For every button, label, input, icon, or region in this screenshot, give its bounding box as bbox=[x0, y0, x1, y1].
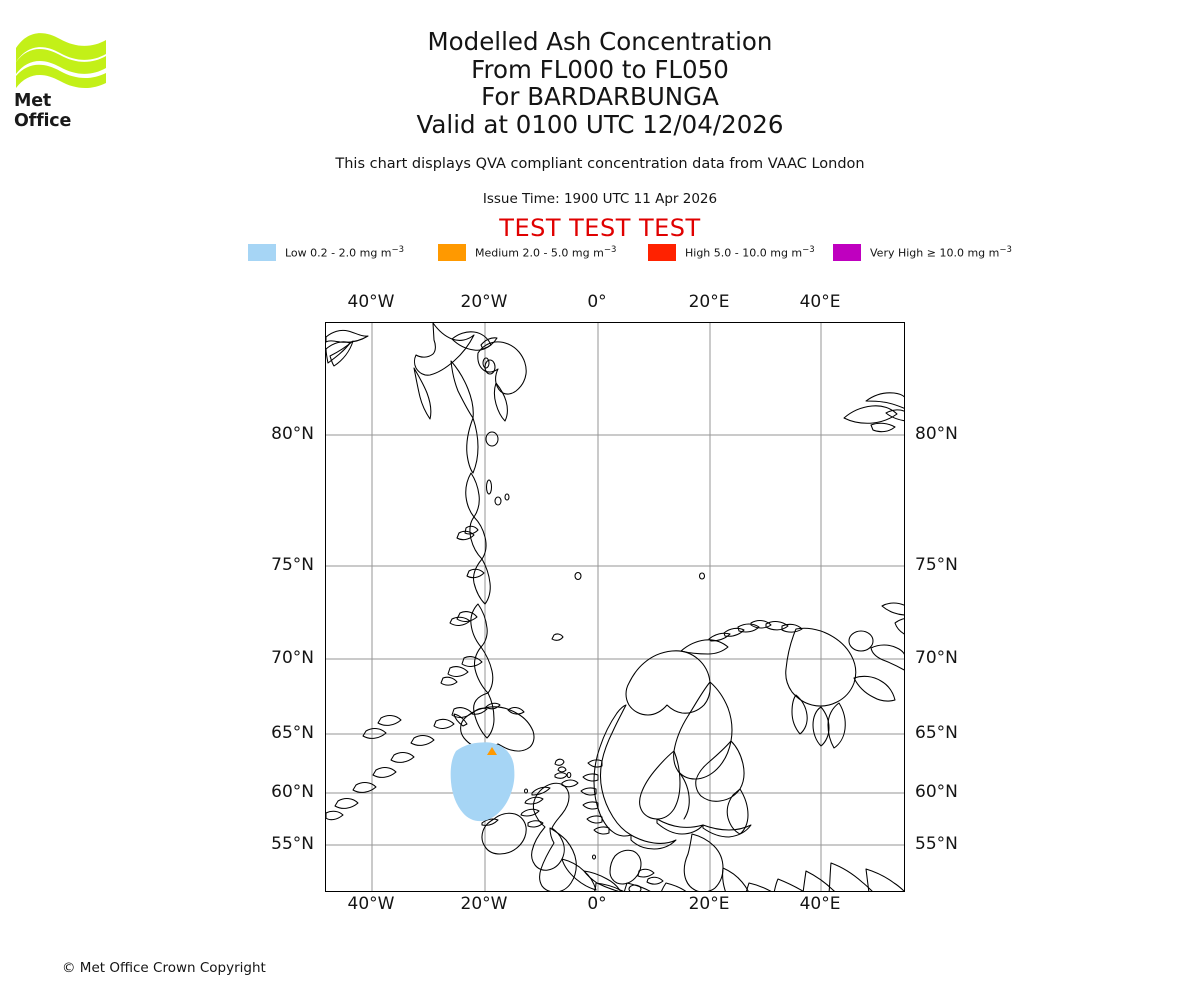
axis-label-latitude-1: 75°N bbox=[271, 555, 314, 575]
title-line-1: Modelled Ash Concentration bbox=[427, 27, 773, 56]
axis-label-latitude-4: 60°N bbox=[271, 782, 314, 802]
legend-label-1: Medium 2.0 - 5.0 mg m−3 bbox=[475, 244, 617, 260]
title-line-3: For BARDARBUNGA bbox=[481, 82, 719, 111]
axis-label-latitude-3: 65°N bbox=[271, 723, 314, 743]
axis-label-latitude-0: 80°N bbox=[915, 424, 958, 444]
legend-item-0: Low 0.2 - 2.0 mg m−3 bbox=[248, 241, 404, 263]
coastlines bbox=[326, 323, 904, 891]
legend-item-1: Medium 2.0 - 5.0 mg m−3 bbox=[438, 241, 616, 263]
axis-label-longitude-4: 40°E bbox=[799, 894, 841, 914]
title-line-4: Valid at 0100 UTC 12/04/2026 bbox=[416, 109, 784, 139]
axis-label-latitude-5: 55°N bbox=[915, 834, 958, 854]
axis-label-longitude-1: 20°W bbox=[460, 292, 508, 312]
legend-swatch-2 bbox=[648, 243, 676, 261]
axis-label-latitude-0: 80°N bbox=[271, 424, 314, 444]
legend-swatch-0 bbox=[248, 243, 276, 261]
axis-label-latitude-4: 60°N bbox=[915, 782, 958, 802]
met-office-logo: Met Office bbox=[14, 28, 114, 131]
axis-label-longitude-4: 40°E bbox=[799, 292, 841, 312]
copyright-notice: © Met Office Crown Copyright bbox=[62, 960, 266, 976]
concentration-legend: Low 0.2 - 2.0 mg m−3 Medium 2.0 - 5.0 mg … bbox=[248, 241, 1012, 263]
legend-label-2: High 5.0 - 10.0 mg m−3 bbox=[685, 244, 815, 260]
axis-label-latitude-3: 65°N bbox=[915, 723, 958, 743]
map-panel[interactable] bbox=[325, 322, 905, 892]
title-line-2: From FL000 to FL050 bbox=[471, 54, 729, 84]
axis-label-longitude-2: 0° bbox=[587, 894, 607, 914]
axis-label-longitude-3: 20°E bbox=[688, 292, 730, 312]
legend-label-3: Very High ≥ 10.0 mg m−3 bbox=[870, 244, 1012, 260]
legend-item-3: Very High ≥ 10.0 mg m−3 bbox=[833, 241, 1012, 263]
map-canvas bbox=[326, 323, 904, 891]
met-office-wave-mark bbox=[16, 33, 106, 89]
graticule-grid bbox=[326, 323, 904, 891]
ash-plume-low bbox=[450, 742, 515, 822]
axis-label-longitude-2: 0° bbox=[587, 292, 607, 312]
axis-label-longitude-0: 40°W bbox=[347, 292, 395, 312]
axis-label-longitude-1: 20°W bbox=[460, 894, 508, 914]
chart-subtitle: This chart displays QVA compliant concen… bbox=[335, 156, 865, 172]
axis-label-latitude-5: 55°N bbox=[271, 834, 314, 854]
axis-label-latitude-1: 75°N bbox=[915, 555, 958, 575]
volcano-marker-bardarbunga bbox=[487, 747, 497, 755]
axis-label-latitude-2: 70°N bbox=[271, 648, 314, 668]
axis-label-longitude-3: 20°E bbox=[688, 894, 730, 914]
issue-time: Issue Time: 1900 UTC 11 Apr 2026 bbox=[482, 191, 718, 207]
axis-label-longitude-0: 40°W bbox=[347, 894, 395, 914]
legend-item-2: High 5.0 - 10.0 mg m−3 bbox=[648, 241, 815, 263]
axis-label-latitude-2: 70°N bbox=[915, 648, 958, 668]
page-title: Modelled Ash Concentration From FL000 to… bbox=[0, 28, 1200, 138]
legend-swatch-1 bbox=[438, 243, 466, 261]
met-office-logo-text: Met Office bbox=[14, 91, 72, 131]
legend-label-0: Low 0.2 - 2.0 mg m−3 bbox=[285, 244, 405, 260]
legend-swatch-3 bbox=[833, 243, 861, 261]
test-banner: TEST TEST TEST bbox=[499, 214, 701, 242]
